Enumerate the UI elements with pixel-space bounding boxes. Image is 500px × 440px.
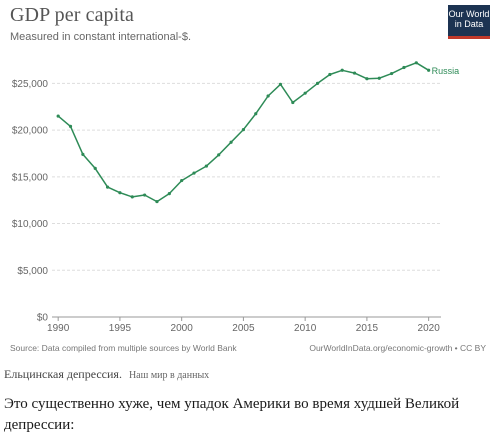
caption-text: Ельцинская депрессия. (4, 367, 122, 381)
data-point (167, 192, 171, 196)
line-chart: $0 $5,000 $10,000 $15,000 $20,000 $25,000 1990… (12, 61, 460, 334)
y-tick-label: $5,000 (17, 266, 48, 277)
chart-title: GDP per capita (10, 4, 134, 26)
y-tick-label: $10,000 (12, 219, 49, 230)
x-tick-label: 1990 (47, 323, 70, 334)
data-point (402, 65, 406, 70)
data-point (204, 164, 208, 168)
data-point (390, 71, 394, 76)
data-point (315, 81, 320, 85)
data-point (241, 128, 246, 132)
data-point (56, 114, 60, 118)
caption-credit: Наш мир в данных (128, 370, 210, 381)
x-tick-label: 2015 (356, 323, 379, 334)
logo-line-2: in Data (454, 19, 484, 29)
x-tick-label: 1995 (109, 323, 132, 334)
data-point (365, 77, 369, 81)
data-point (427, 68, 431, 72)
chart-figure: GDP per capita Measured in constant inte… (10, 4, 490, 353)
data-point (414, 61, 418, 65)
x-tick-label: 2010 (294, 323, 317, 334)
data-point (229, 140, 233, 144)
data-point (266, 94, 270, 98)
x-tick-label: 2000 (171, 323, 194, 334)
data-point (155, 199, 159, 204)
data-point (105, 185, 110, 189)
data-point (340, 68, 344, 72)
y-tick-label: $0 (37, 313, 49, 324)
data-point (93, 166, 97, 171)
owid-logo[interactable]: Our World in Data (448, 5, 490, 39)
data-point (217, 153, 221, 157)
source-note: Source: Data compiled from multiple sour… (10, 343, 237, 353)
y-tick-label: $15,000 (12, 172, 49, 183)
article-paragraph: Это существенно хуже, чем упадок Америки… (4, 396, 460, 433)
data-point (192, 171, 196, 175)
source-link[interactable]: OurWorldInData.org/economic-growth • CC … (309, 343, 486, 353)
data-point (143, 193, 147, 197)
data-point (352, 71, 357, 75)
x-tick-label: 2020 (418, 323, 441, 334)
data-point (377, 76, 381, 80)
data-point (303, 91, 307, 95)
data-point (118, 191, 122, 195)
x-tick-label: 2005 (232, 323, 255, 334)
logo-line-1: Our World (448, 9, 490, 19)
data-point (328, 72, 332, 77)
data-point (278, 82, 283, 86)
data-point (81, 152, 85, 156)
y-tick-label: $25,000 (12, 79, 49, 90)
y-tick-label: $20,000 (12, 126, 49, 137)
data-point (180, 178, 184, 183)
data-point (130, 195, 134, 199)
series-label-russia: Russia (432, 66, 460, 76)
chart-subtitle: Measured in constant international-$. (10, 31, 191, 43)
data-point (291, 100, 295, 105)
image-caption: Ельцинская депрессия. Наш мир в данных (4, 367, 209, 382)
data-point (68, 124, 73, 128)
data-point (254, 112, 258, 116)
